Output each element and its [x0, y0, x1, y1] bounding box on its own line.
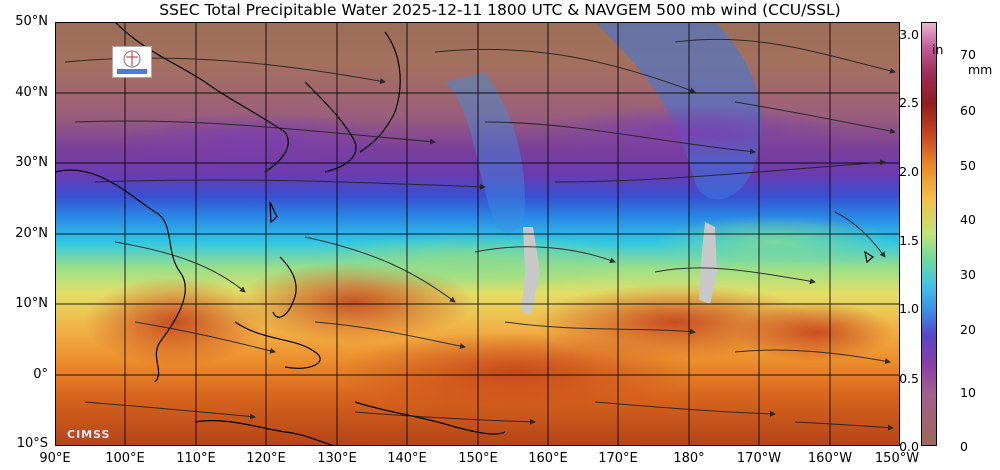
colorbar-inch-label: 2.0: [899, 164, 919, 179]
lat-label: 50°N: [15, 14, 48, 29]
colorbar-mm-label: 40: [960, 212, 976, 227]
precipitable-water-map: CIMSS: [55, 22, 900, 446]
colorbar: [921, 22, 937, 446]
lon-label: 170°E: [598, 451, 638, 466]
colorbar-mm-label: 70: [960, 47, 976, 62]
lat-label: 10°S: [16, 436, 48, 451]
lon-label: 140°E: [387, 451, 427, 466]
colorbar-mm-label: 30: [960, 267, 976, 282]
colorbar-inch-label: 3.0: [899, 27, 919, 42]
colorbar-mm-unit: mm: [968, 62, 993, 77]
cimss-watermark: CIMSS: [67, 428, 111, 441]
colorbar-inch-label: 1.0: [899, 301, 919, 316]
colorbar-mm-label: 50: [960, 158, 976, 173]
colorbar-mm-label: 0: [960, 439, 968, 454]
lon-label: 90°E: [39, 451, 71, 466]
colorbar-inch-label: 0.5: [899, 371, 919, 386]
colorbar-inch-label: 1.5: [899, 233, 919, 248]
colorbar-mm-label: 60: [960, 103, 976, 118]
colorbar-mm-label: 10: [960, 385, 976, 400]
lon-label: 130°E: [317, 451, 357, 466]
lon-label: 100°E: [105, 451, 145, 466]
lon-label: 150°W: [874, 451, 920, 466]
lon-label: 160°W: [807, 451, 853, 466]
lon-label: 170°W: [736, 451, 782, 466]
lon-label: 160°E: [528, 451, 568, 466]
page-title: SSEC Total Precipitable Water 2025-12-11…: [159, 1, 841, 19]
lat-label: 20°N: [15, 226, 48, 241]
lon-label: 120°E: [246, 451, 286, 466]
lat-label: 0°: [33, 367, 48, 382]
lon-label: 180°: [673, 451, 705, 466]
colorbar-inch-label: 2.5: [899, 95, 919, 110]
colorbar-mm-label: 20: [960, 322, 976, 337]
ssec-logo: [112, 46, 152, 78]
colorbar-inch-label: 0.0: [899, 439, 919, 454]
lat-label: 10°N: [15, 296, 48, 311]
lon-label: 150°E: [458, 451, 498, 466]
lon-label: 110°E: [176, 451, 216, 466]
lat-label: 30°N: [15, 155, 48, 170]
lat-label: 40°N: [15, 85, 48, 100]
map-overlay: [55, 22, 900, 446]
colorbar-inch-unit: in: [932, 42, 944, 57]
